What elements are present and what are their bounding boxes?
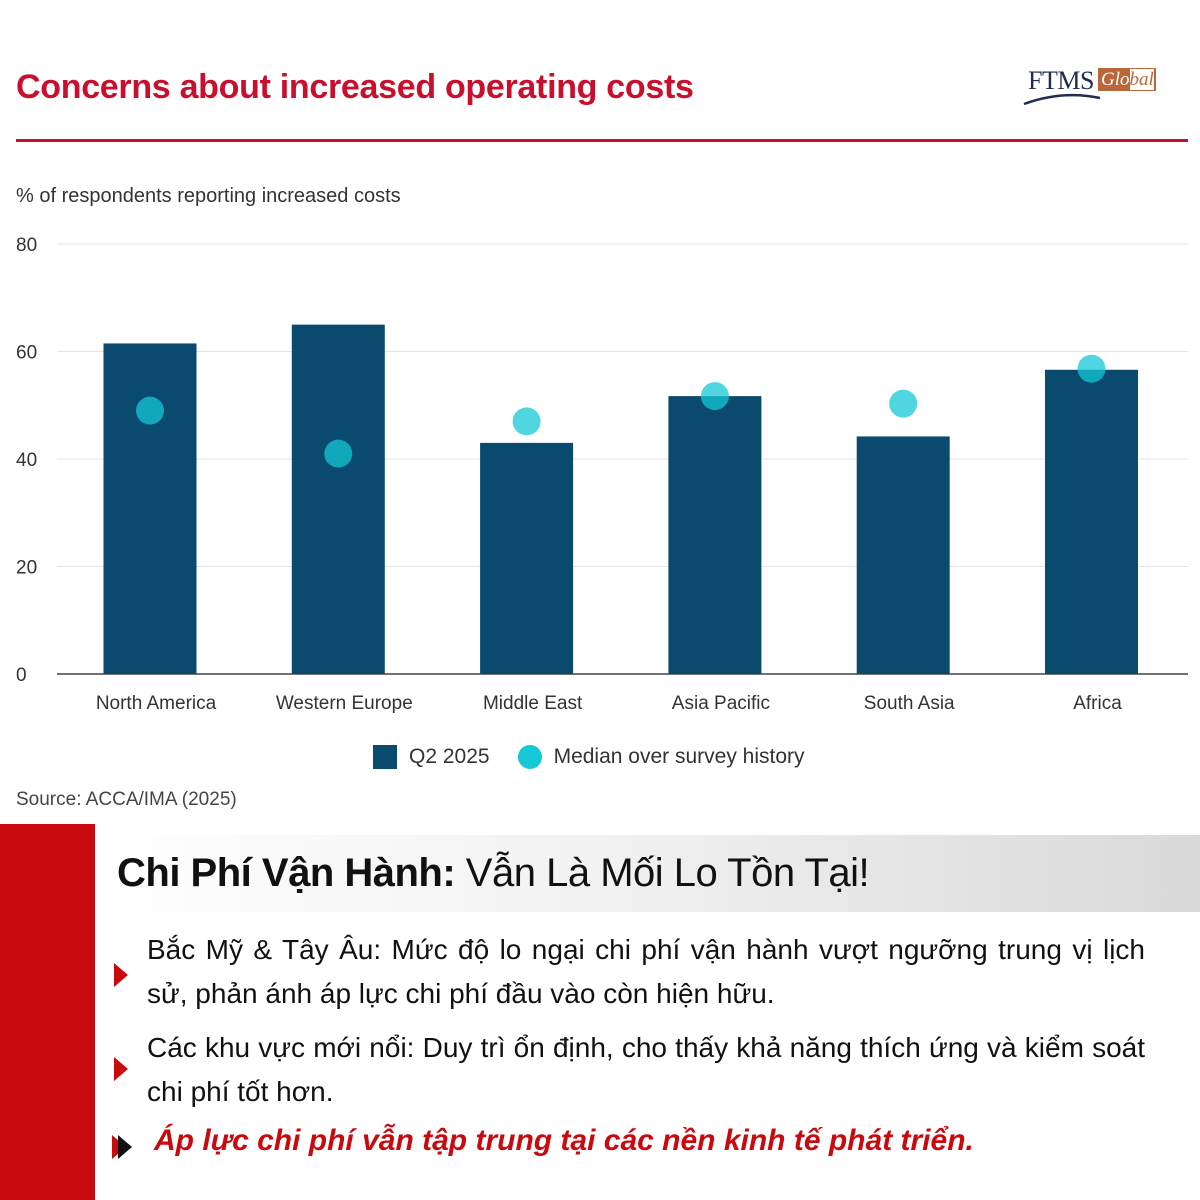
- summary-conclusion: Áp lực chi phí vẫn tập trung tại các nền…: [154, 1124, 974, 1157]
- x-tick-label: Western Europe: [276, 693, 413, 714]
- x-tick-label: North America: [96, 693, 217, 714]
- conclusion-arrow-icon: [118, 1135, 132, 1159]
- legend-dot-swatch: [517, 745, 542, 769]
- bar: [856, 436, 950, 674]
- chart-legend: Q2 2025 Median over survey history: [373, 745, 805, 769]
- title-divider: [16, 139, 1188, 142]
- y-axis-label: % of respondents reporting increased cos…: [16, 185, 401, 207]
- summary-heading: Chi Phí Vận Hành: Vẫn Là Mối Lo Tồn Tại!: [117, 851, 870, 896]
- logo-swoosh-icon: [1023, 93, 1101, 106]
- x-tick-label: Middle East: [483, 693, 583, 714]
- median-dot: [512, 407, 541, 436]
- bar: [668, 396, 762, 674]
- chart-source: Source: ACCA/IMA (2025): [16, 789, 237, 810]
- y-tick-label: 80: [16, 235, 37, 256]
- summary-heading-rest: Vẫn Là Mối Lo Tồn Tại!: [455, 851, 870, 895]
- logo-ftms-text: FTMS: [1028, 66, 1094, 95]
- bar: [103, 343, 197, 674]
- y-tick-label: 40: [16, 450, 37, 471]
- bar: [480, 442, 574, 674]
- side-accent-bar: [0, 824, 95, 1200]
- x-tick-label: Africa: [1073, 693, 1122, 714]
- ftms-global-logo: FTMS Global: [1022, 62, 1172, 110]
- y-tick-label: 0: [16, 665, 27, 686]
- median-dot: [136, 396, 164, 425]
- median-dot: [700, 382, 729, 411]
- median-dot: [1077, 354, 1106, 383]
- y-tick-label: 20: [16, 558, 37, 579]
- bullet-arrow-icon: [114, 963, 128, 987]
- summary-heading-bold: Chi Phí Vận Hành:: [117, 851, 456, 895]
- bar: [1045, 369, 1138, 674]
- median-dot: [324, 439, 353, 468]
- summary-bullet: Bắc Mỹ & Tây Âu: Mức độ lo ngại chi phí …: [147, 934, 1145, 1009]
- legend-label-median: Median over survey history: [553, 745, 805, 768]
- legend-bar-swatch: [373, 745, 397, 769]
- logo-global-text: Global: [1098, 68, 1156, 91]
- summary-bullet: Các khu vực mới nổi: Duy trì ổn định, ch…: [147, 1032, 1145, 1107]
- bullet-arrow-icon: [114, 1057, 128, 1081]
- y-tick-label: 60: [16, 343, 37, 364]
- x-tick-label: Asia Pacific: [672, 693, 770, 714]
- median-dot: [889, 389, 918, 418]
- bar: [291, 324, 385, 674]
- chart-title: Concerns about increased operating costs: [16, 68, 694, 106]
- bar-chart: 0 20 40 60 80 North America Western Europe Midd…: [16, 235, 1188, 714]
- summary-heading-band: Chi Phí Vận Hành: Vẫn Là Mối Lo Tồn Tại!: [95, 835, 1200, 912]
- x-tick-label: South Asia: [864, 693, 955, 714]
- legend-label-q2-2025: Q2 2025: [409, 745, 490, 768]
